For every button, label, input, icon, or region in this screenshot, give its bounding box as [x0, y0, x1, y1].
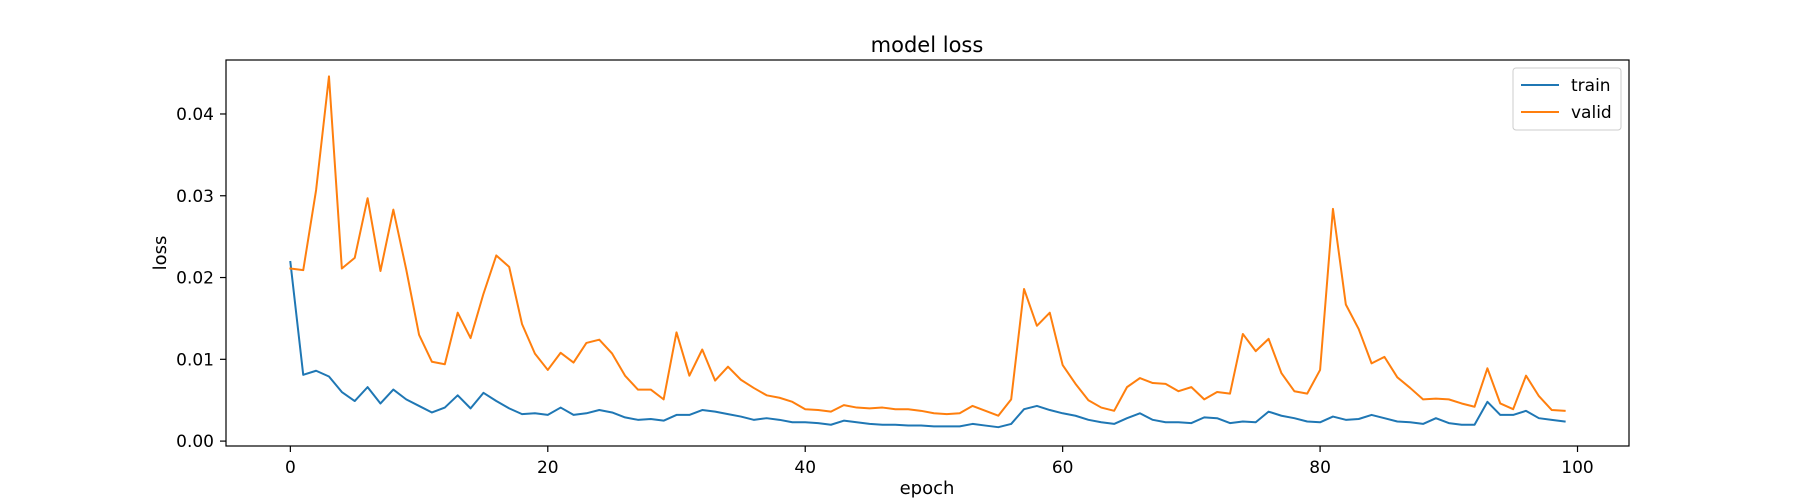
y-tick-label: 0.00 [176, 432, 214, 452]
series-line-valid [289, 75, 1566, 417]
y-tick-label: 0.01 [176, 350, 214, 370]
series-layer [289, 75, 1566, 429]
x-tick-label: 60 [1052, 458, 1074, 478]
x-axis-label: epoch [900, 478, 955, 499]
legend-label-valid: valid [1571, 103, 1612, 123]
legend: train valid [1512, 67, 1622, 131]
legend-box [1512, 67, 1622, 131]
plot-frame [225, 59, 1630, 447]
x-tick-label: 100 [1561, 458, 1593, 478]
y-axis: 0.00 0.01 0.02 0.03 0.04 [176, 105, 226, 452]
series-line-train [289, 260, 1566, 429]
y-tick-label: 0.03 [176, 187, 214, 207]
y-tick-label: 0.02 [176, 269, 214, 289]
x-tick-label: 20 [537, 458, 559, 478]
legend-label-train: train [1571, 76, 1611, 96]
y-tick-label: 0.04 [176, 105, 214, 125]
x-tick-label: 80 [1309, 458, 1331, 478]
y-axis-label: loss [150, 236, 171, 271]
x-axis: 0 20 40 60 80 100 [285, 446, 1594, 478]
chart-title: model loss [871, 33, 984, 57]
x-tick-label: 0 [285, 458, 296, 478]
x-tick-label: 40 [794, 458, 816, 478]
